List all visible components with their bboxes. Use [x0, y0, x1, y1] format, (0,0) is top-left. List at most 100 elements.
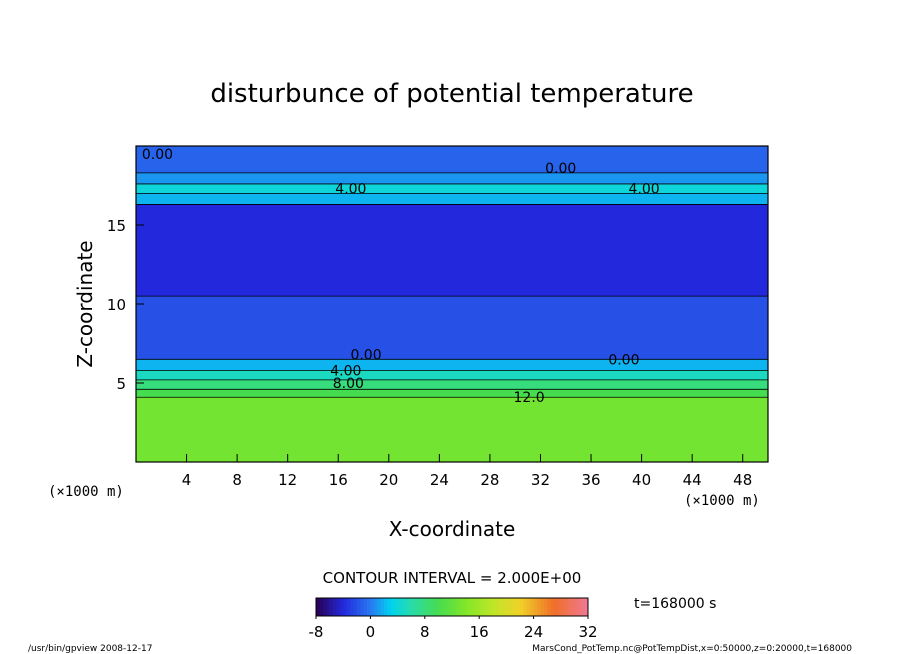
- x-tick-label-9: 40: [632, 471, 651, 489]
- contour-band-10: [136, 146, 768, 173]
- colorbar-cell-32: [424, 598, 429, 616]
- colorbar-cell-64: [533, 598, 538, 616]
- colorbar-tick-label-1: 0: [366, 623, 376, 641]
- contour-label-6: 4.00: [330, 363, 361, 379]
- contour-band-4: [136, 359, 768, 371]
- colorbar-cell-11: [353, 598, 358, 616]
- colorbar-cell-75: [571, 598, 575, 616]
- colorbar-cell-27: [407, 598, 412, 616]
- colorbar-cell-16: [370, 598, 375, 616]
- colorbar-cell-5: [333, 598, 337, 616]
- x-axis-unit-left: (×1000 m): [48, 484, 124, 500]
- colorbar-cell-70: [554, 598, 558, 616]
- colorbar-cell-14: [363, 598, 368, 616]
- colorbar-cell-9: [346, 598, 351, 616]
- colorbar-cell-15: [367, 598, 371, 616]
- colorbar-cell-37: [441, 598, 446, 616]
- colorbar-cell-34: [431, 598, 436, 616]
- colorbar-cell-63: [530, 598, 534, 616]
- x-tick-label-2: 12: [278, 471, 297, 489]
- colorbar-cell-67: [543, 598, 548, 616]
- footer-right: MarsCond_PotTemp.nc@PotTempDist,x=0:5000…: [532, 644, 852, 654]
- colorbar-tick-label-5: 32: [578, 623, 597, 641]
- colorbar-cell-56: [506, 598, 511, 616]
- y-tick-label-2: 15: [107, 217, 126, 235]
- colorbar-tick-label-2: 8: [420, 623, 430, 641]
- colorbar: [316, 598, 589, 616]
- colorbar-cell-39: [448, 598, 453, 616]
- contour-band-3: [136, 370, 768, 380]
- contour-label-7: 8.00: [333, 376, 364, 392]
- contour-label-1: 0.00: [545, 161, 576, 177]
- colorbar-cell-29: [414, 598, 419, 616]
- colorbar-cell-76: [574, 598, 579, 616]
- colorbar-cell-79: [584, 598, 589, 616]
- colorbar-cell-10: [350, 598, 354, 616]
- colorbar-cell-31: [421, 598, 426, 616]
- colorbar-cell-24: [397, 598, 402, 616]
- colorbar-cell-58: [513, 598, 517, 616]
- colorbar-cell-53: [496, 598, 500, 616]
- y-tick-label-0: 5: [116, 375, 126, 393]
- colorbar-cell-77: [577, 598, 582, 616]
- colorbar-cell-23: [394, 598, 398, 616]
- colorbar-cell-47: [475, 598, 480, 616]
- x-tick-label-11: 48: [733, 471, 752, 489]
- colorbar-cell-69: [550, 598, 555, 616]
- colorbar-cell-30: [418, 598, 422, 616]
- y-axis-label: Z-coordinate: [73, 240, 97, 367]
- contour-interval-label: CONTOUR INTERVAL = 2.000E+00: [323, 569, 582, 587]
- colorbar-cell-36: [438, 598, 443, 616]
- x-tick-label-1: 8: [232, 471, 242, 489]
- colorbar-cell-50: [486, 598, 490, 616]
- x-axis-label: X-coordinate: [389, 517, 516, 541]
- colorbar-cell-49: [482, 598, 487, 616]
- colorbar-cell-25: [401, 598, 405, 616]
- colorbar-cell-51: [489, 598, 494, 616]
- colorbar-cell-4: [329, 598, 334, 616]
- colorbar-cell-38: [445, 598, 449, 616]
- colorbar-cell-41: [455, 598, 460, 616]
- colorbar-cell-73: [564, 598, 568, 616]
- colorbar-cell-59: [516, 598, 521, 616]
- colorbar-cell-35: [435, 598, 439, 616]
- colorbar-cell-61: [523, 598, 528, 616]
- colorbar-cell-21: [387, 598, 392, 616]
- contour-band-7: [136, 193, 768, 205]
- colorbar-tick-label-0: -8: [309, 623, 324, 641]
- contour-label-2: 4.00: [335, 182, 366, 198]
- colorbar-cell-19: [380, 598, 385, 616]
- contour-band-9: [136, 172, 768, 184]
- contour-band-0: [136, 397, 768, 462]
- contour-band-6: [136, 204, 768, 297]
- y-tick-label-1: 10: [107, 296, 126, 314]
- x-tick-label-7: 32: [531, 471, 550, 489]
- colorbar-cell-12: [356, 598, 361, 616]
- x-tick-label-0: 4: [182, 471, 192, 489]
- x-axis-unit-right: (×1000 m): [684, 493, 760, 509]
- time-label: t=168000 s: [634, 596, 716, 612]
- y-axis-ticks: 5 10 15: [107, 217, 144, 393]
- x-tick-label-8: 36: [581, 471, 600, 489]
- contour-band-8: [136, 183, 768, 194]
- contour-band-1: [136, 389, 768, 398]
- colorbar-cell-0: [316, 598, 320, 616]
- colorbar-ticks: -8 0 8 16 24 32: [309, 616, 598, 641]
- colorbar-cell-74: [567, 598, 572, 616]
- colorbar-cell-42: [458, 598, 463, 616]
- colorbar-cell-33: [428, 598, 432, 616]
- colorbar-cell-60: [520, 598, 524, 616]
- colorbar-cell-28: [411, 598, 415, 616]
- colorbar-cell-52: [492, 598, 497, 616]
- colorbar-cell-43: [462, 598, 466, 616]
- x-tick-label-4: 20: [379, 471, 398, 489]
- colorbar-cell-22: [390, 598, 395, 616]
- colorbar-cell-55: [503, 598, 507, 616]
- colorbar-tick-label-3: 16: [470, 623, 489, 641]
- colorbar-cell-57: [509, 598, 514, 616]
- contour-band-2: [136, 379, 768, 390]
- colorbar-cell-3: [326, 598, 330, 616]
- colorbar-cell-18: [377, 598, 381, 616]
- colorbar-cell-13: [360, 598, 364, 616]
